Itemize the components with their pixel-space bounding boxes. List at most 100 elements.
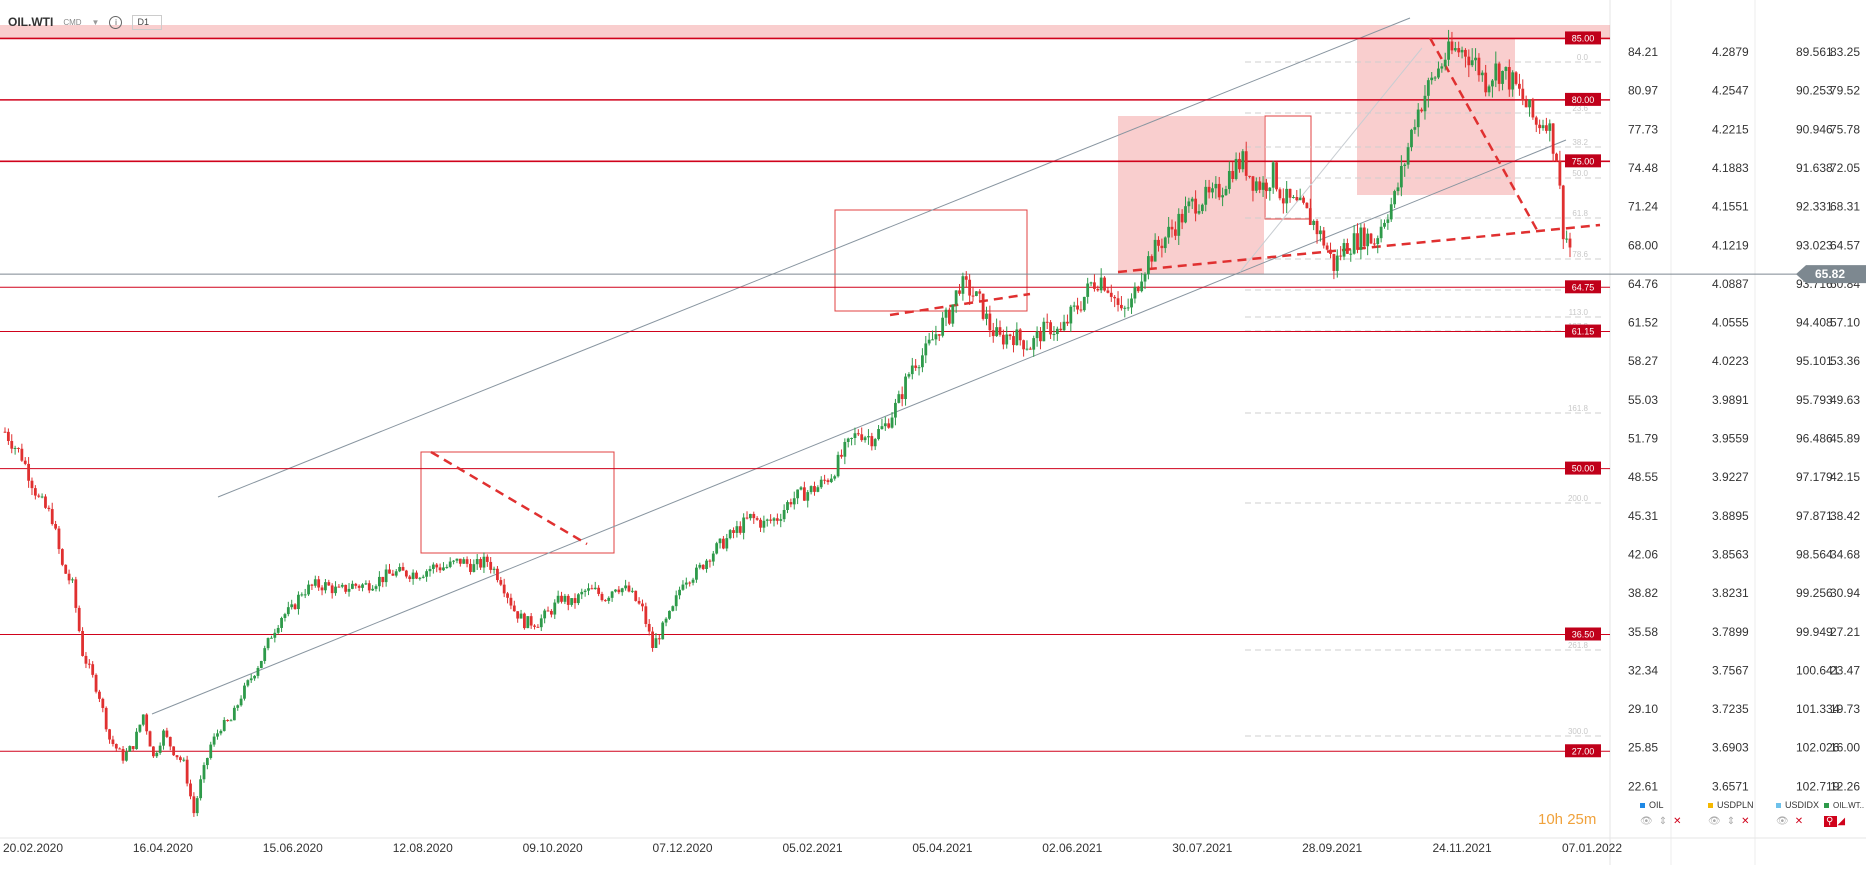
candle-body [189,783,192,797]
candle-body [651,631,654,648]
chevron-down-icon[interactable]: ▼ [91,17,100,27]
candle-body [155,752,159,757]
candle-body [904,376,907,400]
x-tick-label: 09.10.2020 [523,841,583,855]
candle-body [415,572,418,579]
candle-body [1204,186,1208,205]
candle-body [496,568,499,581]
candle-body [1420,109,1423,112]
candle-body [1339,255,1343,257]
candle-body [1487,86,1491,93]
legend-controls[interactable]: 👁✕ [1776,816,1846,827]
candle-body [998,327,1002,335]
candle-body [327,582,331,586]
candle-body [850,437,853,439]
candle-body [229,720,233,722]
candle-body [361,584,364,588]
candle-body [1514,72,1518,84]
legend-item[interactable]: OIL 👁⇕✕ [1640,800,1710,840]
candle-body [1389,204,1393,220]
y-tick-label: 58.27 [1628,354,1658,368]
legend-item[interactable]: OIL.WT.. ⚲ ◢ [1824,800,1866,840]
candle-body [1406,147,1410,165]
candle-body [1214,183,1218,189]
candle-body [273,632,277,638]
candle-body [654,638,658,648]
y-tick-label: 35.58 [1628,625,1658,639]
legend-controls[interactable]: ⚲ ◢ [1824,816,1866,827]
candle-body [995,327,999,337]
y-tick-label: 100.641 [1796,663,1840,677]
y-tick-label: 64.76 [1628,277,1658,291]
candle-body [961,276,965,294]
candle-body [705,560,708,569]
candle-body [125,751,128,761]
y-tick-label: 22.61 [1628,779,1658,793]
candle-body [148,731,152,747]
candle-body [1163,237,1167,249]
candle-body [20,448,24,461]
candle-body [300,594,304,596]
legend-controls[interactable]: 👁⇕✕ [1708,816,1778,827]
candle-body [465,559,469,564]
info-icon[interactable]: i [109,15,123,29]
sort-icon: ⇕ [1658,816,1674,827]
level-tag-label: 61.15 [1572,327,1595,337]
candle-body [1359,227,1363,250]
candle-body [779,519,783,521]
candle-body [1403,164,1407,166]
candle-body [1157,239,1160,246]
candle-body [867,436,870,438]
candle-body [276,627,280,633]
level-tag-label: 50.00 [1572,464,1595,474]
candle-body [219,730,223,734]
candle-body [1453,48,1457,51]
legend-controls[interactable]: 👁⇕✕ [1640,816,1710,827]
candle-body [630,590,634,592]
candle-body [856,433,860,435]
candle-body [728,530,732,539]
candle-body [185,759,189,784]
level-tag-label: 36.50 [1572,630,1595,640]
candle-body [1173,229,1177,236]
candle-body [941,317,945,336]
close-icon: ✕ [1673,816,1688,827]
candle-body [320,587,324,591]
legend-item[interactable]: USDIDX 👁✕ [1776,800,1846,840]
candle-body [239,698,243,706]
fib-level-label: 78.6 [1572,250,1588,259]
dashed-trend-line[interactable] [1428,37,1539,231]
y-tick-label: 4.2547 [1712,84,1749,98]
candle-body [550,610,553,615]
candle-body [1511,72,1515,90]
candle-body [1362,227,1366,247]
candle-body [782,509,786,520]
y-tick-label: 93.023 [1796,238,1833,252]
candle-body [371,588,375,591]
candle-body [1440,66,1444,69]
level-tag-label: 80.00 [1572,95,1595,105]
candle-body [84,655,88,664]
candle-body [1130,298,1133,308]
level-tag-label: 64.75 [1572,282,1595,292]
candle-body [17,447,20,449]
dashed-trend-line[interactable] [889,292,1031,317]
candle-body [37,495,41,497]
candle-body [691,579,695,583]
candle-body [290,604,294,608]
dashed-trend-line[interactable] [430,450,588,546]
timeframe-select[interactable]: D1 [132,14,162,30]
symbol-label[interactable]: OIL.WTI [8,15,54,29]
y-tick-label: 29.10 [1628,702,1658,716]
candle-body [33,488,37,496]
legend-item[interactable]: USDPLN 👁⇕✕ [1708,800,1778,840]
candle-body [684,582,688,585]
candle-body [1386,219,1390,223]
dashed-trend-line[interactable] [1117,223,1601,274]
y-tick-label: 94.408 [1796,316,1833,330]
candle-body [937,334,941,336]
candle-body [981,293,985,319]
candle-body [1369,233,1373,244]
candle-body [1507,67,1511,90]
